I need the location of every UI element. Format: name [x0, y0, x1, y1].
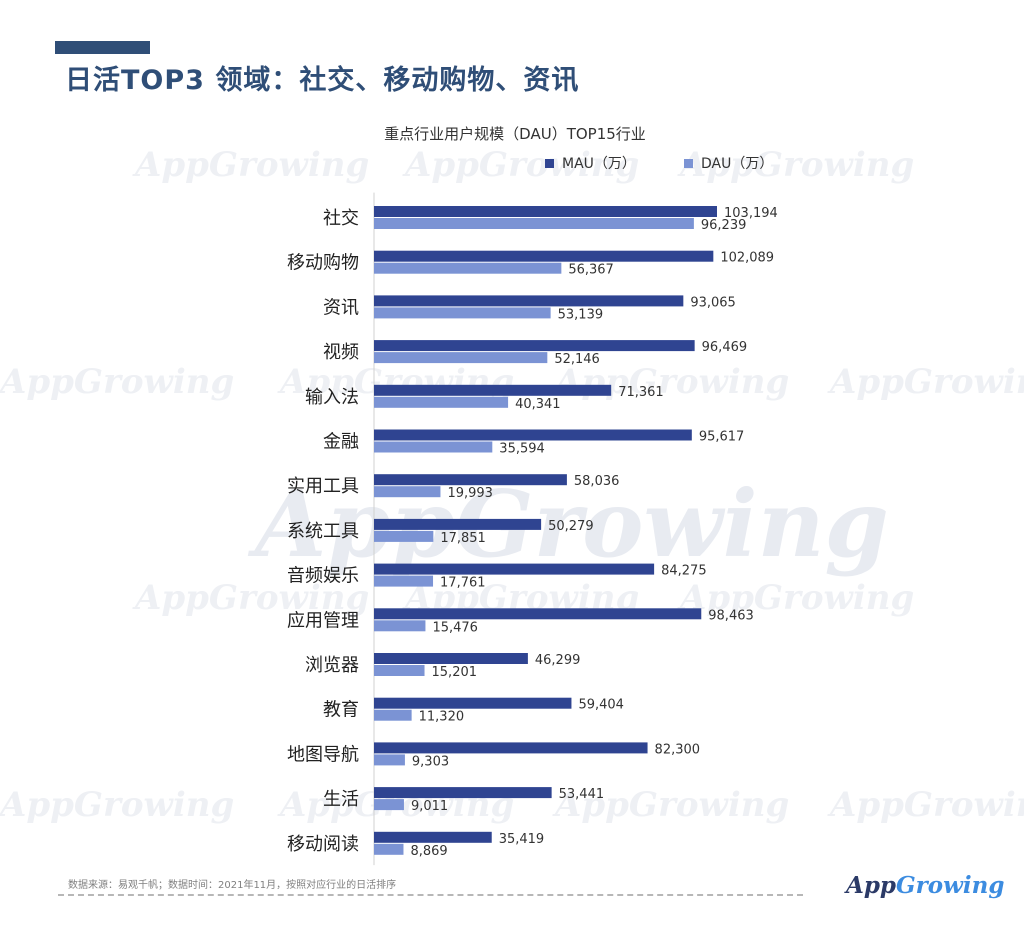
mau-bar — [374, 250, 714, 262]
category-label: 视频 — [323, 342, 359, 363]
dau-bar — [374, 218, 694, 229]
dau-bar — [374, 665, 425, 676]
mau-bar — [374, 563, 655, 575]
category-label: 浏览器 — [305, 655, 359, 676]
legend-label-0: MAU（万） — [562, 156, 636, 172]
mau-bar — [374, 831, 492, 843]
dau-bar — [374, 352, 548, 364]
dau-bar — [374, 843, 404, 855]
category-label: 应用管理 — [287, 610, 359, 631]
mau-data-label: 102,089 — [720, 251, 774, 266]
dau-data-label: 53,139 — [558, 307, 604, 322]
dau-data-label: 15,201 — [432, 665, 478, 680]
bar-chart: 重点行业用户规模（DAU）TOP15行业 MAU（万） DAU（万） 社交 103,19… — [287, 125, 778, 866]
category-label: 社交 — [323, 208, 359, 229]
category-label: 移动购物 — [287, 253, 359, 274]
mau-data-label: 71,361 — [618, 385, 664, 400]
category-label: 音频娱乐 — [287, 566, 359, 587]
dau-data-label: 17,761 — [440, 576, 486, 591]
dau-bar — [374, 530, 434, 542]
chart-title: 重点行业用户规模（DAU）TOP15行业 — [384, 125, 646, 143]
legend-label-1: DAU（万） — [701, 156, 773, 172]
dau-bar — [374, 709, 412, 721]
dau-data-label: 19,993 — [447, 486, 493, 501]
dau-data-label: 11,320 — [419, 710, 465, 725]
mau-bar — [374, 518, 542, 530]
category-label: 金融 — [323, 432, 359, 453]
dau-bar — [374, 754, 405, 766]
mau-bar — [374, 742, 648, 754]
mau-bar — [374, 787, 552, 799]
mau-bar — [374, 697, 572, 709]
dau-bar — [374, 620, 426, 632]
logo-text-app: App — [846, 872, 897, 899]
dau-bar — [374, 486, 441, 498]
dau-data-label: 40,341 — [515, 397, 561, 412]
dau-data-label: 9,303 — [412, 754, 449, 769]
dau-data-label: 96,239 — [701, 218, 747, 233]
dau-data-label: 9,011 — [411, 799, 448, 814]
footer-divider — [58, 894, 803, 896]
mau-data-label: 58,036 — [574, 474, 620, 489]
mau-bar — [374, 295, 684, 307]
mau-bar — [374, 608, 702, 620]
source-note: 数据来源：易观千帆；数据时间：2021年11月，按照对应行业的日活排序 — [68, 880, 397, 891]
mau-data-label: 59,404 — [578, 698, 624, 713]
mau-data-label: 103,194 — [724, 206, 778, 221]
category-label: 移动阅读 — [287, 834, 359, 855]
mau-bar — [374, 653, 528, 664]
mau-data-label: 35,419 — [499, 832, 544, 847]
dau-bar — [374, 307, 551, 319]
mau-bar — [374, 206, 717, 217]
category-label: 实用工具 — [287, 476, 359, 497]
mau-bar — [374, 384, 612, 396]
mau-data-label: 95,617 — [699, 430, 745, 445]
dau-data-label: 52,146 — [554, 352, 600, 367]
dau-bar — [374, 575, 434, 587]
category-label: 资讯 — [323, 297, 359, 318]
mau-bar — [374, 429, 692, 441]
category-label: 输入法 — [305, 387, 359, 408]
mau-bar — [374, 340, 695, 352]
dau-bar — [374, 396, 509, 408]
legend-swatch-1 — [684, 159, 693, 168]
dau-data-label: 35,594 — [499, 442, 545, 457]
dau-data-label: 15,476 — [432, 620, 478, 635]
category-label: 地图导航 — [287, 744, 359, 765]
dau-bar — [374, 262, 562, 274]
dau-data-label: 8,869 — [410, 844, 447, 859]
mau-data-label: 50,279 — [548, 519, 594, 534]
page-title: 日活TOP3 领域：社交、移动购物、资讯 — [65, 65, 580, 96]
mau-bar — [374, 474, 567, 486]
logo-text-growing: Growing — [896, 872, 1005, 899]
category-label: 教育 — [323, 700, 359, 721]
mau-data-label: 53,441 — [559, 787, 605, 802]
mau-data-label: 84,275 — [661, 564, 707, 579]
category-label: 系统工具 — [287, 521, 359, 542]
mau-data-label: 98,463 — [708, 608, 754, 623]
category-label: 生活 — [323, 789, 359, 810]
mau-data-label: 96,469 — [702, 340, 748, 355]
dau-bar — [374, 799, 404, 811]
title-accent-bar — [55, 41, 150, 54]
mau-data-label: 93,065 — [690, 295, 736, 310]
dau-bar — [374, 441, 493, 453]
dau-data-label: 56,367 — [568, 263, 614, 278]
brand-logo: AppGrowing — [846, 872, 1004, 899]
dau-data-label: 17,851 — [440, 531, 486, 546]
mau-data-label: 46,299 — [535, 653, 581, 668]
mau-data-label: 82,300 — [655, 742, 701, 757]
legend-swatch-0 — [545, 159, 554, 168]
